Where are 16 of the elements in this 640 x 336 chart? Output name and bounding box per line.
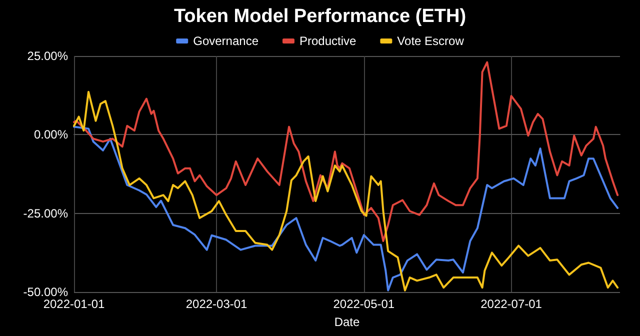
x-tick-label: 2022-03-01 (186, 297, 248, 311)
legend-label: Governance (193, 34, 259, 48)
x-axis-title: Date (334, 315, 360, 329)
x-tick-label: 2022-07-01 (480, 297, 542, 311)
x-tick-label: 2022-05-01 (333, 297, 395, 311)
line-series (73, 61, 619, 242)
legend-label: Vote Escrow (397, 34, 464, 48)
line-series (73, 90, 619, 292)
x-tick-label: 2022-01-01 (43, 297, 106, 311)
chart-title: Token Model Performance (ETH) (174, 6, 466, 27)
legend-label: Productive (299, 34, 357, 48)
line-series (73, 126, 619, 292)
y-tick-label: 25.00% (27, 49, 68, 63)
y-tick-label: -50.00% (23, 285, 68, 299)
y-tick-label: 0.00% (34, 128, 68, 142)
y-tick-label: -25.00% (23, 206, 68, 220)
